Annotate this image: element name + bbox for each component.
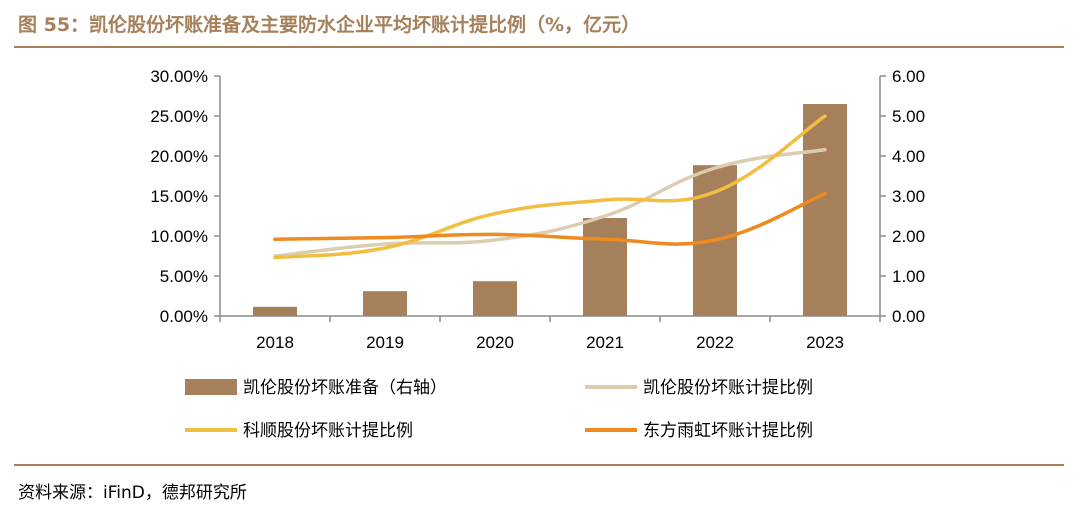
top-divider [14, 46, 1064, 48]
x-tick-label: 2022 [696, 333, 734, 352]
dongfang-ratio-line [273, 191, 827, 246]
bar [363, 291, 407, 316]
x-tick-label: 2023 [806, 333, 844, 352]
right-tick-label: 0.00 [892, 307, 925, 326]
chart: 0.00% 5.00% 10.00% 15.00% 20.00% 25.00% 30.00%… [150, 67, 925, 441]
left-tick-label: 0.00% [160, 307, 208, 326]
source-note: 资料来源：iFinD，德邦研究所 [18, 483, 247, 503]
right-tick-label: 2.00 [892, 227, 925, 246]
legend-kailun-label: 凯伦股份坏账计提比例 [643, 378, 813, 398]
right-tick-label: 3.00 [892, 187, 925, 206]
right-tick-label: 4.00 [892, 147, 925, 166]
bar [473, 281, 517, 316]
right-tick-label: 1.00 [892, 267, 925, 286]
x-tick-label: 2021 [586, 333, 624, 352]
x-tick-label: 2018 [256, 333, 294, 352]
legend-dongfang-label: 东方雨虹坏账计提比例 [643, 421, 813, 441]
legend-bar-label: 凯伦股份坏账准备（右轴） [243, 378, 447, 398]
bar [803, 104, 847, 316]
left-tick-label: 20.00% [150, 147, 208, 166]
title-bar: 图 55：凯伦股份坏账准备及主要防水企业平均坏账计提比例（%，亿元） [0, 0, 1080, 46]
left-tick-label: 25.00% [150, 107, 208, 126]
bar-series [253, 104, 847, 316]
legend-keshun-label: 科顺股份坏账计提比例 [243, 421, 413, 441]
left-tick-label: 30.00% [150, 67, 208, 86]
kailun-ratio-line [273, 147, 827, 258]
keshun-ratio-line [273, 114, 827, 260]
legend-bar-swatch [185, 379, 237, 395]
left-tick-label: 15.00% [150, 187, 208, 206]
line-series [273, 114, 827, 260]
axes: 0.00% 5.00% 10.00% 15.00% 20.00% 25.00% 30.00%… [150, 67, 925, 352]
x-tick-label: 2019 [366, 333, 404, 352]
right-tick-label: 5.00 [892, 107, 925, 126]
bar [253, 306, 297, 316]
bar [583, 218, 627, 316]
figure-title: 图 55：凯伦股份坏账准备及主要防水企业平均坏账计提比例（%，亿元） [18, 14, 641, 36]
left-tick-label: 10.00% [150, 227, 208, 246]
left-tick-label: 5.00% [160, 267, 208, 286]
x-tick-label: 2020 [476, 333, 514, 352]
right-tick-label: 6.00 [892, 67, 925, 86]
bottom-divider [14, 464, 1064, 466]
